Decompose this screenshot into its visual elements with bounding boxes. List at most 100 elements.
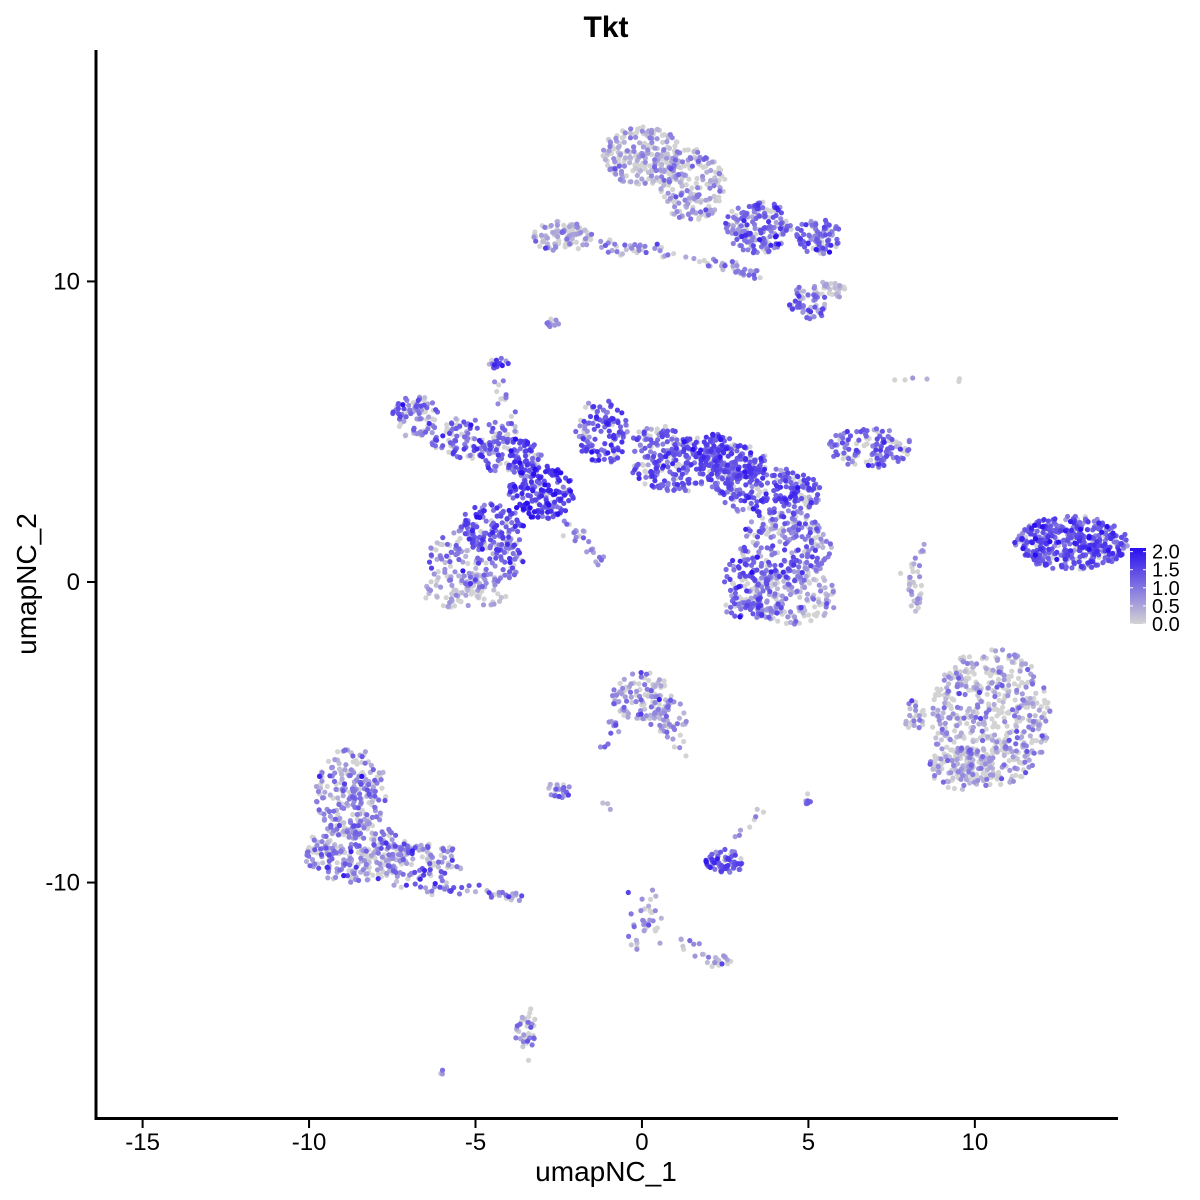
data-point bbox=[802, 584, 808, 591]
data-point bbox=[992, 732, 998, 738]
data-point bbox=[347, 855, 353, 862]
data-point bbox=[447, 440, 453, 446]
data-point bbox=[499, 541, 505, 548]
data-point bbox=[839, 440, 846, 446]
data-point bbox=[587, 413, 594, 420]
data-point bbox=[462, 511, 468, 517]
data-point bbox=[764, 581, 770, 587]
data-point bbox=[383, 794, 389, 800]
data-point bbox=[912, 555, 918, 561]
data-point bbox=[554, 222, 561, 228]
data-point bbox=[811, 285, 817, 291]
data-point bbox=[709, 851, 715, 857]
data-point bbox=[627, 135, 634, 141]
data-point bbox=[504, 516, 510, 522]
data-point bbox=[689, 163, 696, 169]
data-point bbox=[597, 404, 603, 410]
data-point bbox=[413, 403, 419, 410]
data-point bbox=[443, 880, 449, 886]
data-point bbox=[487, 556, 493, 562]
data-point bbox=[768, 608, 774, 614]
data-point bbox=[613, 692, 620, 698]
data-point bbox=[644, 686, 650, 692]
data-point bbox=[486, 451, 492, 457]
data-point bbox=[734, 263, 740, 269]
data-point bbox=[388, 830, 394, 836]
data-point bbox=[989, 680, 995, 686]
data-point bbox=[762, 213, 768, 219]
data-point bbox=[622, 242, 628, 248]
data-point bbox=[781, 528, 787, 534]
data-point bbox=[788, 619, 794, 626]
data-point bbox=[805, 800, 811, 806]
data-point bbox=[913, 608, 919, 614]
data-point bbox=[747, 824, 753, 830]
data-point bbox=[559, 229, 565, 235]
data-point bbox=[829, 582, 835, 588]
data-point bbox=[398, 852, 404, 858]
data-point bbox=[966, 706, 972, 712]
data-point bbox=[723, 566, 729, 573]
data-point bbox=[652, 700, 658, 706]
data-point bbox=[654, 426, 660, 432]
data-point bbox=[482, 445, 488, 451]
data-point bbox=[921, 541, 927, 547]
data-point bbox=[624, 698, 630, 704]
data-point bbox=[758, 545, 764, 551]
data-point bbox=[893, 443, 900, 449]
data-point bbox=[580, 242, 586, 248]
data-point bbox=[452, 569, 458, 575]
data-point bbox=[680, 943, 686, 949]
data-point bbox=[564, 236, 570, 242]
data-point bbox=[621, 163, 628, 169]
data-point bbox=[514, 1023, 520, 1029]
data-point bbox=[733, 231, 739, 237]
data-point bbox=[503, 524, 509, 530]
data-point bbox=[327, 773, 333, 779]
data-point bbox=[733, 269, 739, 275]
data-point bbox=[726, 483, 732, 489]
data-point bbox=[1049, 533, 1055, 539]
data-point bbox=[994, 739, 1000, 745]
data-point bbox=[652, 145, 658, 151]
data-point bbox=[454, 864, 460, 870]
data-point bbox=[447, 599, 453, 606]
data-point bbox=[1009, 707, 1016, 713]
data-point bbox=[664, 729, 670, 735]
data-point bbox=[695, 158, 702, 164]
data-point bbox=[1030, 727, 1036, 733]
data-point bbox=[1003, 744, 1009, 750]
data-point bbox=[400, 857, 406, 863]
data-point bbox=[637, 442, 643, 448]
data-point bbox=[1091, 525, 1097, 531]
data-point bbox=[630, 671, 636, 677]
data-point bbox=[677, 701, 683, 707]
data-point bbox=[821, 224, 828, 230]
data-point bbox=[544, 241, 551, 247]
data-point bbox=[606, 428, 612, 434]
data-point bbox=[709, 159, 715, 165]
data-point bbox=[624, 429, 630, 435]
data-point bbox=[767, 509, 773, 516]
data-point bbox=[911, 561, 917, 567]
data-point bbox=[783, 620, 790, 627]
data-point bbox=[552, 499, 558, 505]
data-point bbox=[447, 559, 453, 565]
data-point bbox=[711, 193, 717, 199]
data-point bbox=[607, 139, 613, 145]
data-point bbox=[645, 169, 652, 175]
data-point bbox=[722, 263, 728, 269]
data-point bbox=[1065, 513, 1071, 520]
data-point bbox=[1002, 719, 1008, 725]
data-point bbox=[735, 227, 741, 233]
data-point bbox=[822, 294, 828, 300]
data-point bbox=[611, 701, 617, 707]
data-point bbox=[811, 576, 817, 583]
data-point bbox=[879, 428, 886, 434]
data-point bbox=[1013, 724, 1020, 730]
data-point bbox=[629, 245, 635, 251]
data-point bbox=[661, 194, 668, 200]
data-point bbox=[537, 243, 543, 249]
data-point bbox=[981, 654, 987, 660]
data-point bbox=[673, 472, 679, 478]
